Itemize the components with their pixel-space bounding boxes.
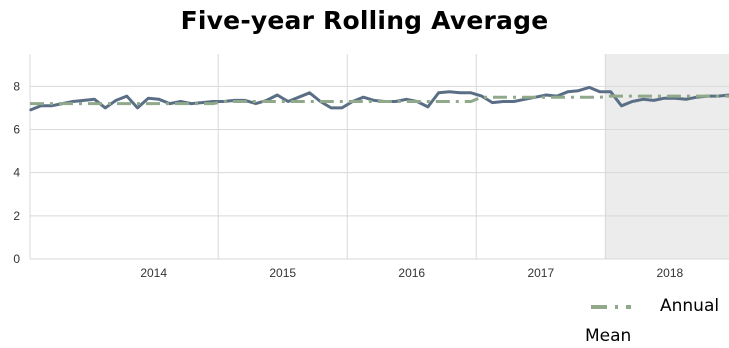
line-chart: 0 2 4 6 8 2014 2015 2016 2017 2018: [13, 54, 729, 280]
legend-label-line1: Annual: [660, 296, 720, 316]
data-point: [491, 101, 494, 104]
data-point: [448, 91, 451, 93]
data-point: [427, 106, 429, 108]
data-point: [394, 100, 397, 103]
data-point: [83, 99, 85, 102]
x-tick-label: 2018: [657, 266, 684, 280]
legend-swatch-annual-mean: [591, 305, 631, 309]
data-point: [29, 109, 31, 111]
data-point: [341, 107, 343, 109]
data-point: [276, 94, 279, 96]
data-point: [674, 97, 676, 99]
data-point: [652, 99, 655, 102]
data-point: [545, 94, 547, 96]
data-point: [212, 100, 214, 103]
data-point: [169, 102, 171, 105]
data-point: [502, 100, 505, 103]
data-point: [126, 95, 128, 97]
axis-tick-layer: 0 2 4 6 8 2014 2015 2016 2017 2018: [13, 79, 683, 280]
data-point: [50, 105, 53, 107]
data-point: [330, 107, 332, 109]
data-point: [298, 96, 300, 98]
shaded-region-layer: [605, 54, 729, 259]
data-point: [255, 102, 257, 105]
data-point: [147, 97, 150, 99]
data-point: [93, 98, 96, 101]
data-point: [523, 98, 526, 101]
data-point: [405, 98, 408, 101]
data-point: [577, 89, 580, 92]
data-point: [179, 100, 182, 103]
data-point: [599, 91, 601, 93]
data-point: [470, 92, 472, 94]
data-point: [588, 86, 590, 89]
y-tick-label: 6: [13, 123, 20, 137]
data-point: [663, 97, 666, 99]
data-point: [287, 100, 289, 103]
data-point: [104, 107, 107, 109]
x-tick-label: 2014: [140, 266, 167, 280]
chart-title: Five-year Rolling Average: [180, 6, 549, 35]
data-point: [362, 96, 365, 98]
data-point: [373, 99, 375, 102]
data-point: [480, 95, 483, 97]
data-point: [158, 98, 160, 101]
data-point: [308, 92, 311, 94]
y-tick-label: 2: [13, 209, 20, 223]
annual-mean-line: [30, 94, 729, 106]
data-point: [72, 100, 74, 103]
data-point: [190, 102, 193, 105]
data-point: [620, 105, 623, 107]
data-point: [685, 98, 687, 101]
data-point: [513, 100, 515, 103]
data-point: [609, 91, 612, 93]
data-point: [566, 91, 569, 93]
data-point: [631, 100, 633, 103]
y-tick-label: 8: [13, 79, 20, 93]
data-point: [437, 92, 440, 94]
legend-label-line2: Mean: [585, 326, 632, 346]
x-tick-label: 2015: [269, 266, 296, 280]
data-point: [115, 99, 117, 102]
data-point: [201, 101, 203, 104]
data-point: [642, 98, 644, 101]
y-tick-label: 4: [13, 166, 20, 180]
data-point: [459, 92, 462, 94]
data-point: [40, 105, 42, 107]
shaded-region: [605, 54, 729, 259]
data-point: [136, 107, 139, 109]
legend: Annual Mean: [583, 294, 729, 348]
x-tick-label: 2016: [398, 266, 425, 280]
grid-layer: [29, 54, 729, 260]
x-tick-label: 2017: [527, 266, 554, 280]
y-tick-label: 0: [13, 252, 20, 266]
